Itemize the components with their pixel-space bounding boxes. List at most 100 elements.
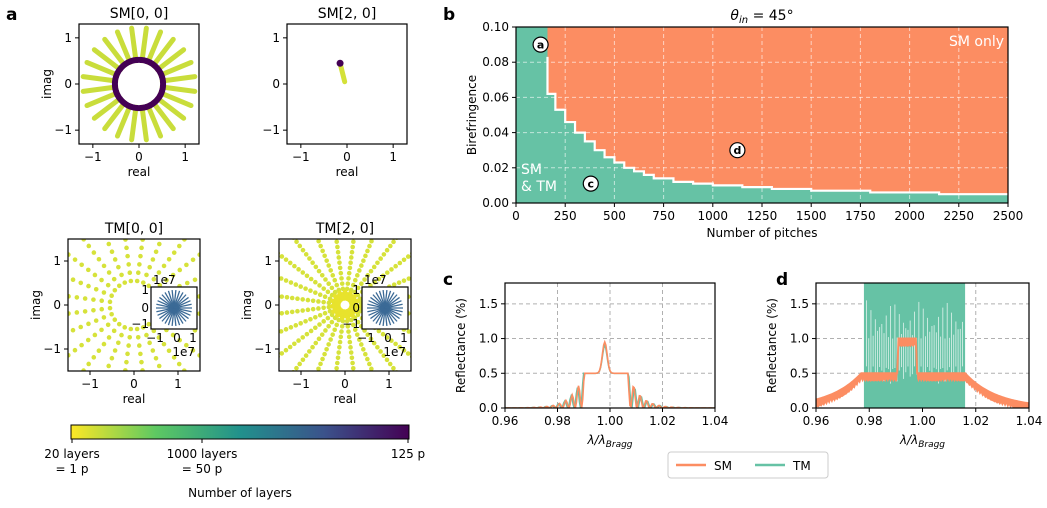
tm-point (92, 272, 98, 278)
x-axis-label: λ/λBragg (586, 433, 632, 450)
tm-point (318, 361, 323, 367)
tm-point (313, 279, 318, 285)
x-tick-label: 1.02 (649, 414, 676, 428)
tm-point (55, 271, 60, 276)
tm-point (295, 296, 300, 301)
tm-point (378, 349, 383, 354)
tm-point (321, 319, 326, 324)
tm-point (300, 335, 306, 340)
tm-point (264, 335, 269, 340)
tm-point (166, 387, 171, 392)
y-tick-label: 0.5 (479, 366, 498, 380)
tm-point (317, 283, 322, 288)
tm-core-point (345, 315, 351, 321)
tm-point (373, 376, 378, 381)
tm-point (274, 331, 279, 336)
tm-point (59, 358, 64, 363)
legend-label-tm: TM (792, 459, 811, 473)
tm-point (124, 359, 129, 365)
tm-point (335, 355, 341, 361)
tm-point (338, 270, 344, 276)
tm-point (313, 340, 319, 346)
tm-point (96, 256, 102, 262)
tm-point (192, 277, 198, 283)
tm-point (55, 334, 60, 339)
tm-point (346, 334, 352, 340)
tm-point (339, 276, 344, 281)
tm-point (368, 336, 374, 342)
tm-point (279, 294, 285, 299)
tm-point (396, 280, 402, 285)
tm-point (377, 219, 382, 224)
inset-x-tick-label: 0 (173, 331, 181, 345)
tm-point (264, 313, 269, 318)
marker-label-c: c (588, 178, 595, 191)
x-tick-label: 0 (130, 377, 138, 391)
tm-point (426, 337, 431, 342)
tm-point (337, 339, 343, 345)
tm-point (320, 356, 325, 362)
x-tick-label: 2000 (894, 209, 925, 223)
tm-point (401, 278, 407, 283)
tm-point (68, 352, 71, 358)
colorbar: 20 layers = 1 p 1000 layers = 50 p 125 p… (44, 424, 425, 500)
tm-point (348, 317, 354, 323)
tm-point (322, 253, 327, 259)
tm-point (63, 274, 68, 279)
tm-point (293, 323, 299, 328)
y-axis-label: imag (240, 290, 254, 320)
tm-point (432, 315, 437, 320)
tm-point (181, 368, 187, 371)
tm-point (351, 239, 356, 245)
tm-point (359, 281, 364, 287)
tm-point (208, 334, 213, 339)
tm-point (58, 312, 63, 317)
tm-point (163, 226, 168, 231)
tm-point (70, 327, 76, 333)
tm-point (432, 291, 437, 296)
tm-point (107, 305, 113, 311)
tm-core-point (348, 290, 353, 296)
legend-label-sm: SM (714, 459, 732, 473)
tm-point (349, 355, 355, 361)
x-tick-label: 1 (181, 150, 189, 164)
tm-point (112, 287, 118, 293)
sm00-spoke (102, 99, 128, 132)
tm-point (170, 332, 176, 338)
tm-point (171, 355, 177, 360)
tm-point (177, 243, 182, 249)
tm-point (140, 368, 145, 371)
sm00-hole (117, 62, 161, 106)
tm-point (303, 286, 308, 291)
tm-point (138, 253, 143, 259)
panel-letter-c: c (443, 270, 453, 290)
colorbar-label: Number of layers (188, 486, 292, 500)
tm-point (166, 348, 172, 354)
y-tick-label: −1 (254, 342, 272, 356)
tm-point (317, 292, 323, 298)
plot-area (336, 59, 348, 85)
tm-point (375, 344, 380, 350)
tm-point (288, 280, 294, 285)
tm-point (279, 254, 285, 259)
tm-point (298, 284, 304, 289)
tm-point (208, 271, 213, 276)
tm-point (127, 334, 133, 340)
tm-point (353, 382, 358, 387)
legend-frame (667, 451, 829, 479)
tm-point (139, 245, 144, 251)
tm-point (307, 256, 312, 261)
tm-point (81, 368, 86, 371)
tm-point (109, 293, 114, 299)
tm-point (156, 270, 162, 275)
tm-point (283, 347, 289, 353)
colorbar-tick-mid-line2: = 50 p (182, 462, 223, 476)
tm-point (91, 297, 96, 302)
tm-point (177, 337, 182, 343)
y-tick-label: −1 (54, 123, 72, 137)
tm-point (170, 272, 176, 278)
tm-point (322, 310, 328, 316)
tm-point (123, 239, 128, 242)
tm-point (91, 308, 96, 313)
tm-point (310, 224, 315, 229)
